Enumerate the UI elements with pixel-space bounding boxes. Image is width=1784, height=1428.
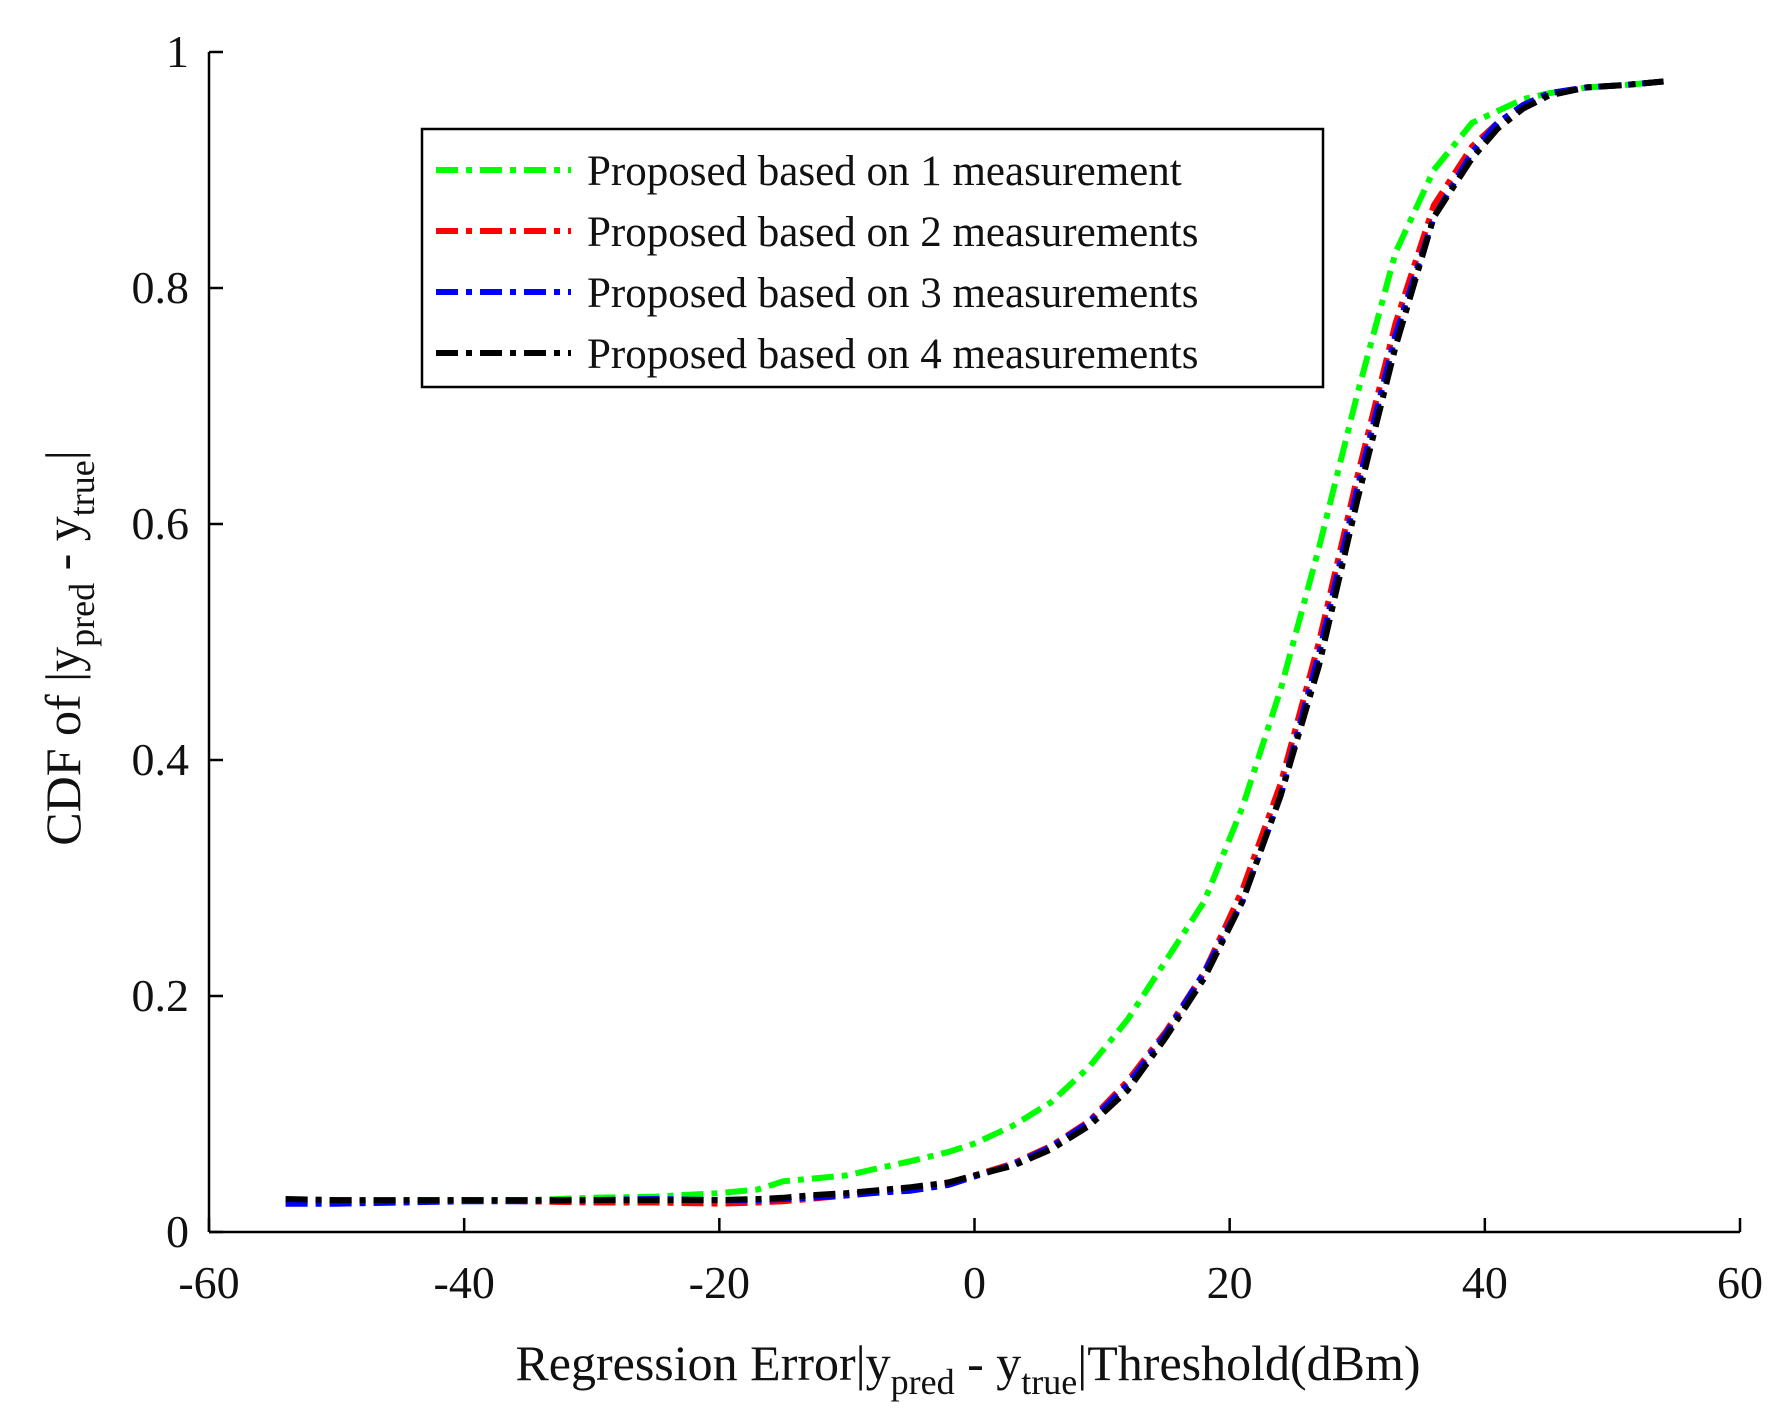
x-tick-label: -40: [434, 1257, 495, 1308]
x-tick-label: 40: [1462, 1257, 1508, 1308]
legend: Proposed based on 1 measurement Proposed …: [420, 127, 1325, 389]
x-axis-label-part: |Threshold(dBm): [1077, 1335, 1420, 1391]
legend-label: Proposed based on 1 measurement: [587, 148, 1182, 195]
x-axis-label: Regression Error|ypred - ytrue|Threshold…: [515, 1335, 1420, 1402]
x-axis-label-part: - y: [955, 1335, 1022, 1391]
y-tick-label: 0.6: [132, 498, 190, 549]
y-tick-label: 0.2: [132, 970, 190, 1021]
y-axis-label-subscript: true: [62, 460, 102, 516]
x-axis-label-part: Regression Error|y: [515, 1335, 890, 1391]
series-line-1: [285, 78, 1664, 1205]
x-tick-label: -20: [689, 1257, 750, 1308]
y-tick-label: 1: [166, 26, 189, 77]
x-tick-label: 20: [1207, 1257, 1253, 1308]
x-tick-label: 60: [1717, 1257, 1763, 1308]
legend-box: [420, 127, 1325, 389]
y-axis-label-part: - y: [35, 516, 91, 583]
x-tick-label: -60: [178, 1257, 239, 1308]
legend-label: Proposed based on 2 measurements: [587, 209, 1198, 256]
y-axis-label-subscript: pred: [62, 583, 102, 647]
legend-label: Proposed based on 4 measurements: [587, 331, 1198, 378]
legend-label: Proposed based on 3 measurements: [587, 270, 1198, 317]
axes: -60 -40 -20 0 20 40 60 0 0.2 0.4 0.6 0.8 1: [132, 26, 1764, 1308]
y-tick-label: 0: [166, 1206, 189, 1257]
plot-series: [285, 78, 1664, 1207]
y-axis-label-part: |: [35, 450, 91, 460]
y-axis-label-part: CDF of |y: [35, 647, 91, 846]
y-axis-label: CDF of |ypred - ytrue|: [35, 450, 102, 846]
x-axis-label-subscript: pred: [891, 1362, 955, 1402]
y-tick-label: 0.4: [132, 734, 190, 785]
x-axis-label-subscript: true: [1021, 1362, 1077, 1402]
y-tick-label: 0.8: [132, 262, 190, 313]
x-tick-label: 0: [963, 1257, 986, 1308]
